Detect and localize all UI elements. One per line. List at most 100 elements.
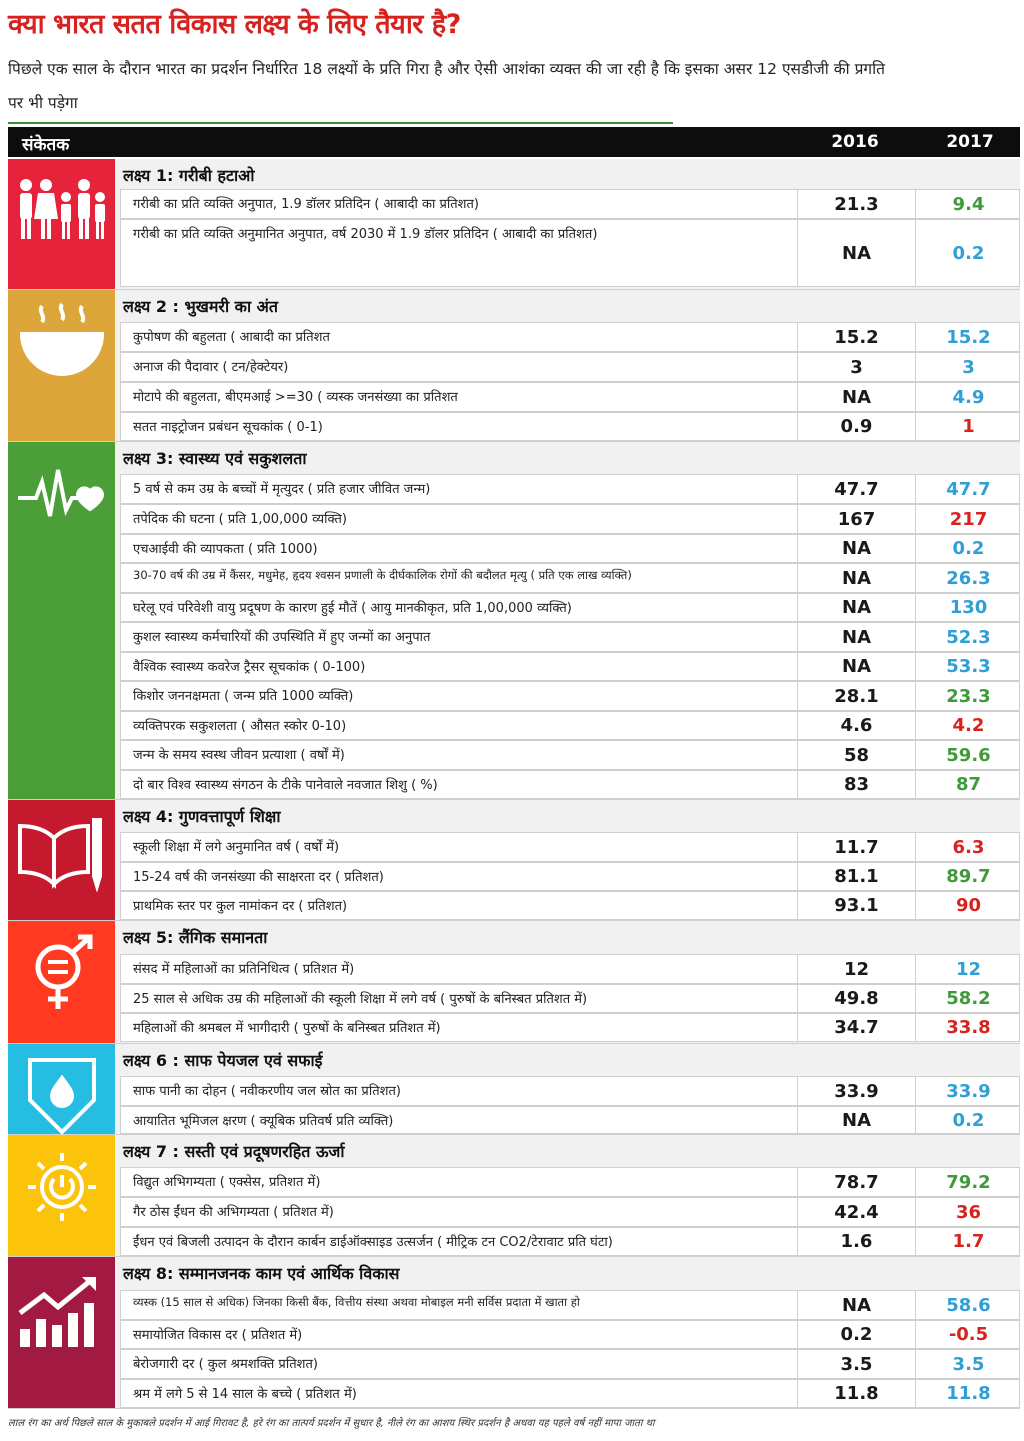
value-2016: 93.1 (797, 892, 915, 919)
indicator-label: वैश्विक स्वास्थ्य कवरेज ट्रैसर सूचकांक (… (133, 660, 366, 675)
table-row: 30-70 वर्ष की उम्र में कैंसर, मधुमेह, हृ… (120, 563, 1020, 593)
table-row: समायोजित विकास दर ( प्रतिशत में) 0.2 -0.5 (120, 1320, 1020, 1349)
goal-section-6: लक्ष्य 6 : साफ पेयजल एवं सफाई साफ पानी का… (8, 1044, 1020, 1135)
value-2016: 0.2 (797, 1321, 915, 1348)
value-2016: 3.5 (797, 1350, 915, 1378)
value-2017: 1 (915, 413, 1021, 440)
value-2017: -0.5 (915, 1321, 1021, 1348)
goal-title: लक्ष्य 4: गुणवत्तापूर्ण शिक्षा (123, 807, 281, 826)
goal-title: लक्ष्य 1: गरीबी हटाओ (123, 166, 255, 185)
goal-title: लक्ष्य 5: लैंगिक समानता (123, 928, 268, 947)
table-row: व्यक्तिपरक सकुशलता ( औसत स्कोर 0-10) 4.6 4… (120, 711, 1020, 740)
indicator-label: ईंधन एवं बिजली उत्पादन के दौरान कार्बन ड… (133, 1235, 613, 1250)
value-2017: 26.3 (915, 564, 1021, 592)
value-2016: NA (797, 220, 915, 286)
header-indicator: संकेतक (22, 135, 70, 155)
table-row: बेरोजगारी दर ( कुल श्रमशक्ति प्रतिशत) 3.5… (120, 1349, 1020, 1379)
value-2016: 12 (797, 955, 915, 983)
indicator-label: साफ पानी का दोहन ( नवीकरणीय जल स्रोत का … (133, 1084, 401, 1099)
table-row: वैश्विक स्वास्थ्य कवरेज ट्रैसर सूचकांक (… (120, 652, 1020, 681)
value-2017: 0.2 (915, 1107, 1021, 1133)
value-2016: 47.7 (797, 475, 915, 503)
goal-section-4: लक्ष्य 4: गुणवत्तापूर्ण शिक्षा स्कूली शिक… (8, 800, 1020, 921)
bowl-icon (8, 290, 115, 441)
indicator-label: अनाज की पैदावार ( टन/हेक्टेयर) (133, 360, 289, 375)
value-2017: 53.3 (915, 653, 1021, 680)
family-icon (8, 159, 115, 289)
value-2017: 130 (915, 594, 1021, 621)
table-row: 25 साल से अधिक उम्र की महिलाओं की स्कूली… (120, 984, 1020, 1013)
value-2016: NA (797, 564, 915, 592)
heartbeat-icon (8, 442, 115, 799)
indicator-label: स्कूली शिक्षा में लगे अनुमानित वर्ष ( वर… (133, 840, 340, 855)
indicator-label: गरीबी का प्रति व्यक्ति अनुमानित अनुपात, … (133, 227, 598, 242)
value-2017: 59.6 (915, 741, 1021, 769)
table-row: सतत नाइट्रोजन प्रबंधन सूचकांक ( 0-1) 0.9 1 (120, 412, 1020, 441)
table-row: संसद में महिलाओं का प्रतिनिधित्व ( प्रति… (120, 954, 1020, 984)
table-row: विद्युत अभिगम्यता ( एक्सेस, प्रतिशत में)… (120, 1167, 1020, 1197)
goal-section-3: लक्ष्य 3: स्वास्थ्य एवं सकुशलता 5 वर्ष से… (8, 442, 1020, 800)
goal-title: लक्ष्य 8: सम्मानजनक काम एवं आर्थिक विकास (123, 1264, 400, 1283)
table-row: दो बार विश्व स्वास्थ्य संगठन के टीके पान… (120, 770, 1020, 799)
indicator-label: गैर ठोस ईंधन की अभिगम्यता ( प्रतिशत में) (133, 1205, 334, 1220)
indicator-label: श्रम में लगे 5 से 14 साल के बच्चे ( प्रत… (133, 1387, 357, 1402)
value-2016: NA (797, 623, 915, 651)
header-2016: 2016 (831, 132, 879, 152)
header-2017: 2017 (946, 132, 994, 152)
table-row: गरीबी का प्रति व्यक्ति अनुमानित अनुपात, … (120, 219, 1020, 287)
value-2016: 167 (797, 505, 915, 533)
value-2016: 1.6 (797, 1228, 915, 1255)
indicator-label: व्यस्क (15 साल से अधिक) जिनका किसी बैंक,… (133, 1295, 580, 1309)
value-2016: NA (797, 535, 915, 562)
value-2016: 34.7 (797, 1014, 915, 1041)
indicator-label: कुपोषण की बहुलता ( आबादी का प्रतिशत (133, 330, 330, 345)
value-2017: 3.5 (915, 1350, 1021, 1378)
value-2017: 33.9 (915, 1077, 1021, 1105)
value-2017: 15.2 (915, 323, 1021, 351)
value-2016: 15.2 (797, 323, 915, 351)
value-2016: NA (797, 653, 915, 680)
indicator-label: एचआईवी की व्यापकता ( प्रति 1000) (133, 542, 318, 557)
table-row: गैर ठोस ईंधन की अभिगम्यता ( प्रतिशत में)… (120, 1197, 1020, 1227)
value-2016: NA (797, 383, 915, 411)
goal-section-8: लक्ष्य 8: सम्मानजनक काम एवं आर्थिक विकास… (8, 1257, 1020, 1409)
table-row: एचआईवी की व्यापकता ( प्रति 1000) NA 0.2 (120, 534, 1020, 563)
value-2016: 83 (797, 771, 915, 798)
value-2016: NA (797, 594, 915, 621)
table-row: घरेलू एवं परिवेशी वायु प्रदूषण के कारण ह… (120, 593, 1020, 622)
table-row: साफ पानी का दोहन ( नवीकरणीय जल स्रोत का … (120, 1076, 1020, 1106)
goal-section-1: लक्ष्य 1: गरीबी हटाओ गरीबी का प्रति व्यक्… (8, 159, 1020, 290)
value-2016: NA (797, 1291, 915, 1319)
indicator-label: महिलाओं की श्रमबल में भागीदारी ( पुरुषों… (133, 1021, 441, 1036)
indicator-label: 30-70 वर्ष की उम्र में कैंसर, मधुमेह, हृ… (133, 568, 632, 582)
indicator-label: 25 साल से अधिक उम्र की महिलाओं की स्कूली… (133, 992, 588, 1007)
value-2017: 0.2 (915, 535, 1021, 562)
value-2017: 3 (915, 353, 1021, 381)
indicator-label: 15-24 वर्ष की जनसंख्या की साक्षरता दर ( … (133, 870, 384, 885)
value-2016: 4.6 (797, 712, 915, 739)
gender-equality-icon (8, 921, 115, 1043)
indicator-label: दो बार विश्व स्वास्थ्य संगठन के टीके पान… (133, 778, 438, 793)
sun-power-icon (8, 1135, 115, 1256)
value-2016: NA (797, 1107, 915, 1133)
value-2017: 90 (915, 892, 1021, 919)
table-row: 15-24 वर्ष की जनसंख्या की साक्षरता दर ( … (120, 862, 1020, 891)
table-row: स्कूली शिक्षा में लगे अनुमानित वर्ष ( वर… (120, 832, 1020, 862)
indicator-label: किशोर जननक्षमता ( जन्म प्रति 1000 व्यक्त… (133, 689, 354, 704)
value-2016: 78.7 (797, 1168, 915, 1196)
indicator-label: घरेलू एवं परिवेशी वायु प्रदूषण के कारण ह… (133, 601, 572, 616)
value-2017: 217 (915, 505, 1021, 533)
page-subtitle: पिछले एक साल के दौरान भारत का प्रदर्शन न… (8, 60, 885, 112)
goal-title: लक्ष्य 2 : भुखमरी का अंत (123, 297, 278, 316)
goal-title: लक्ष्य 7 : सस्ती एवं प्रदूषणरहित ऊर्जा (123, 1142, 345, 1161)
value-2016: 42.4 (797, 1198, 915, 1226)
value-2016: 81.1 (797, 863, 915, 890)
indicator-label: गरीबी का प्रति व्यक्ति अनुपात, 1.9 डॉलर … (133, 197, 479, 212)
indicator-label: विद्युत अभिगम्यता ( एक्सेस, प्रतिशत में) (133, 1175, 321, 1190)
table-row: 5 वर्ष से कम उम्र के बच्चों में मृत्युदर… (120, 474, 1020, 504)
value-2017: 87 (915, 771, 1021, 798)
table-row: महिलाओं की श्रमबल में भागीदारी ( पुरुषों… (120, 1013, 1020, 1042)
goal-section-5: लक्ष्य 5: लैंगिक समानता संसद में महिलाओं … (8, 921, 1020, 1044)
indicator-label: आयातित भूमिजल क्षरण ( क्यूबिक प्रतिवर्ष … (133, 1114, 394, 1129)
footnote: लाल रंग का अर्थ पिछले साल के मुकाबले प्र… (8, 1418, 655, 1429)
